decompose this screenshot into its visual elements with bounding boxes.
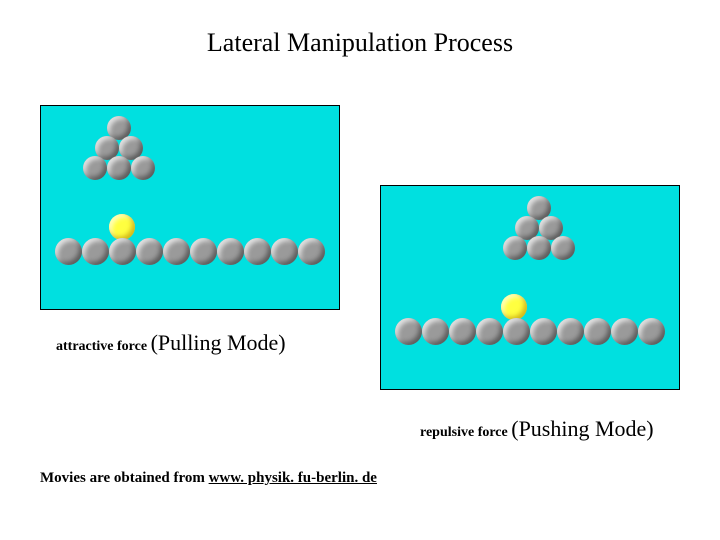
surface-atom bbox=[163, 238, 190, 265]
surface-atom bbox=[82, 238, 109, 265]
surface-atom bbox=[217, 238, 244, 265]
surface-atom bbox=[638, 318, 665, 345]
tip-atom bbox=[83, 156, 107, 180]
caption-pulling: attractive force (Pulling Mode) bbox=[56, 330, 286, 356]
force-label-attractive: attractive force bbox=[56, 339, 147, 354]
panel-pushing bbox=[380, 185, 680, 390]
tip-atom bbox=[551, 236, 575, 260]
surface-atom bbox=[611, 318, 638, 345]
panel-pulling bbox=[40, 105, 340, 310]
surface-atom bbox=[503, 318, 530, 345]
page-title: Lateral Manipulation Process bbox=[0, 28, 720, 58]
tip-atom bbox=[527, 236, 551, 260]
surface-atom bbox=[476, 318, 503, 345]
tip-atom bbox=[503, 236, 527, 260]
force-label-repulsive: repulsive force bbox=[420, 425, 508, 440]
surface-atom bbox=[530, 318, 557, 345]
surface-atom bbox=[449, 318, 476, 345]
surface-atom bbox=[395, 318, 422, 345]
footer-attribution: Movies are obtained from www. physik. fu… bbox=[40, 470, 377, 487]
surface-atom bbox=[584, 318, 611, 345]
tip-atom bbox=[107, 156, 131, 180]
caption-pushing: repulsive force (Pushing Mode) bbox=[420, 416, 654, 442]
adatom bbox=[109, 214, 135, 240]
tip-atom bbox=[131, 156, 155, 180]
footer-prefix: Movies are obtained from bbox=[40, 470, 209, 486]
surface-atom bbox=[557, 318, 584, 345]
surface-atom bbox=[190, 238, 217, 265]
surface-atom bbox=[109, 238, 136, 265]
surface-atom bbox=[298, 238, 325, 265]
mode-label-pushing: (Pushing Mode) bbox=[511, 416, 653, 441]
surface-atom bbox=[55, 238, 82, 265]
surface-atom bbox=[136, 238, 163, 265]
mode-label-pulling: (Pulling Mode) bbox=[151, 330, 286, 355]
adatom bbox=[501, 294, 527, 320]
footer-link[interactable]: www. physik. fu-berlin. de bbox=[209, 470, 377, 486]
surface-atom bbox=[244, 238, 271, 265]
surface-atom bbox=[422, 318, 449, 345]
surface-atom bbox=[271, 238, 298, 265]
